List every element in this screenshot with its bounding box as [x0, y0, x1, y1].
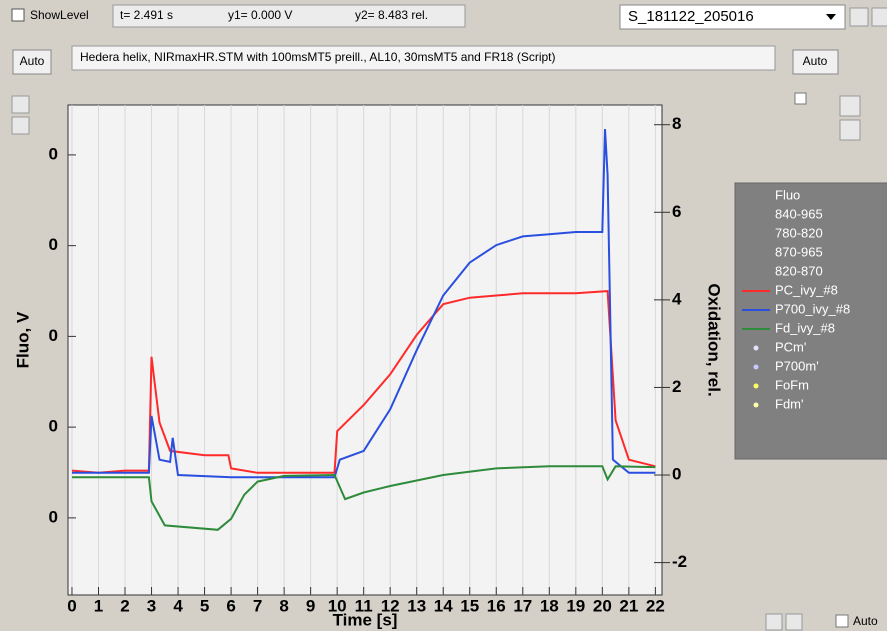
legend-header: 840-965: [775, 206, 823, 221]
legend-header: 780-820: [775, 225, 823, 240]
y2-tick-label: 0: [672, 465, 681, 484]
record-name[interactable]: S_181122_205016: [628, 8, 754, 25]
record-dropdown[interactable]: [619, 4, 846, 30]
y2-tick-label: -2: [672, 552, 687, 571]
legend-header: 870-965: [775, 244, 823, 259]
y2-tick-label: 8: [672, 114, 681, 133]
legend-label: Fdm': [775, 396, 803, 411]
legend-marker: [753, 402, 759, 408]
data-line: [72, 465, 656, 531]
x-tick-label: 21: [619, 596, 638, 615]
readout-field: [112, 4, 466, 28]
zoom-button[interactable]: [11, 116, 30, 135]
data-line: [71, 290, 656, 474]
y2-tick-label: 4: [672, 289, 682, 308]
zoom-button[interactable]: [839, 95, 861, 117]
x-tick-label: 6: [226, 596, 235, 615]
dropdown-arrow: [826, 14, 836, 20]
x-tick-label: 16: [487, 596, 506, 615]
legend-label: PC_ivy_#8: [775, 282, 838, 297]
x-tick-label: 7: [253, 596, 262, 615]
x-tick-label: 11: [355, 596, 373, 615]
legend-marker: [753, 383, 759, 389]
legend-header: Fluo: [775, 187, 800, 202]
legend-label: P700m': [775, 358, 819, 373]
legend-header: 820-870: [775, 263, 823, 278]
readout-y2: y2= 8.483 rel.: [355, 8, 428, 22]
x-tick-label: 15: [460, 596, 479, 615]
auto-checkbox-label[interactable]: Auto: [853, 614, 878, 628]
chart-layer: 0 1 2 3 4 5 6 7 8 9 10 11 12 13 14 15 16 17 18 19 20 21 220000…: [49, 105, 687, 615]
y-tick-label: 0: [49, 326, 58, 345]
spin-button[interactable]: [849, 7, 869, 27]
x-tick-label: 8: [279, 596, 288, 615]
auto-button-label[interactable]: Auto: [20, 54, 45, 68]
zoom-button[interactable]: [839, 119, 861, 141]
readout-y1: y1= 0.000 V: [228, 8, 292, 22]
auto-button-label[interactable]: Auto: [803, 54, 828, 68]
plot-area: [67, 104, 663, 596]
x-tick-label: 14: [434, 596, 453, 615]
show-level-label[interactable]: ShowLevel: [30, 8, 89, 22]
x-tick-label: 10: [328, 596, 347, 615]
spin-button[interactable]: [871, 7, 887, 27]
x-tick-label: 5: [200, 596, 209, 615]
auto-checkbox[interactable]: [835, 614, 849, 628]
x-tick-label: 22: [646, 596, 665, 615]
y2-tick-label: 6: [672, 202, 681, 221]
x-tick-label: 0: [67, 596, 76, 615]
show-level-checkbox[interactable]: [11, 8, 25, 22]
checkbox[interactable]: [794, 92, 807, 105]
x-tick-label: 12: [381, 596, 400, 615]
x-tick-label: 20: [593, 596, 612, 615]
legend-label: PCm': [775, 339, 806, 354]
y2-axis-title: Oxidation, rel.: [705, 283, 724, 396]
x-tick-label: 17: [513, 596, 532, 615]
auto-button[interactable]: [12, 49, 52, 75]
x-tick-label: 3: [147, 596, 156, 615]
legend-label: Fd_ivy_#8: [775, 320, 835, 335]
readout-t: t= 2.491 s: [120, 8, 173, 22]
data-line: [72, 129, 656, 479]
legend-label: FoFm: [775, 377, 809, 392]
x-axis-title: Time [s]: [333, 610, 398, 629]
y-tick-label: 0: [49, 417, 58, 436]
x-tick-label: 19: [566, 596, 585, 615]
scroll-button[interactable]: [765, 613, 783, 631]
x-tick-label: 2: [120, 596, 129, 615]
y-axis-title: Fluo, V: [13, 311, 32, 368]
x-tick-label: 1: [94, 596, 103, 615]
auto-button[interactable]: [792, 49, 839, 75]
scroll-button[interactable]: [785, 613, 803, 631]
y-tick-label: 0: [49, 507, 58, 526]
title-field: [71, 45, 776, 71]
x-tick-label: 13: [407, 596, 426, 615]
legend-marker: [753, 364, 759, 370]
y-tick-label: 0: [49, 235, 58, 254]
x-tick-label: 18: [540, 596, 559, 615]
legend-marker: [753, 345, 759, 351]
legend-label: P700_ivy_#8: [775, 301, 850, 316]
y-tick-label: 0: [49, 144, 58, 163]
legend: [734, 182, 887, 460]
y2-tick-label: 2: [672, 377, 681, 396]
x-tick-label: 4: [173, 596, 183, 615]
x-tick-label: 9: [306, 596, 315, 615]
zoom-button[interactable]: [11, 95, 30, 114]
chart-title: Hedera helix, NIRmaxHR.STM with 100msMT5…: [80, 50, 555, 64]
